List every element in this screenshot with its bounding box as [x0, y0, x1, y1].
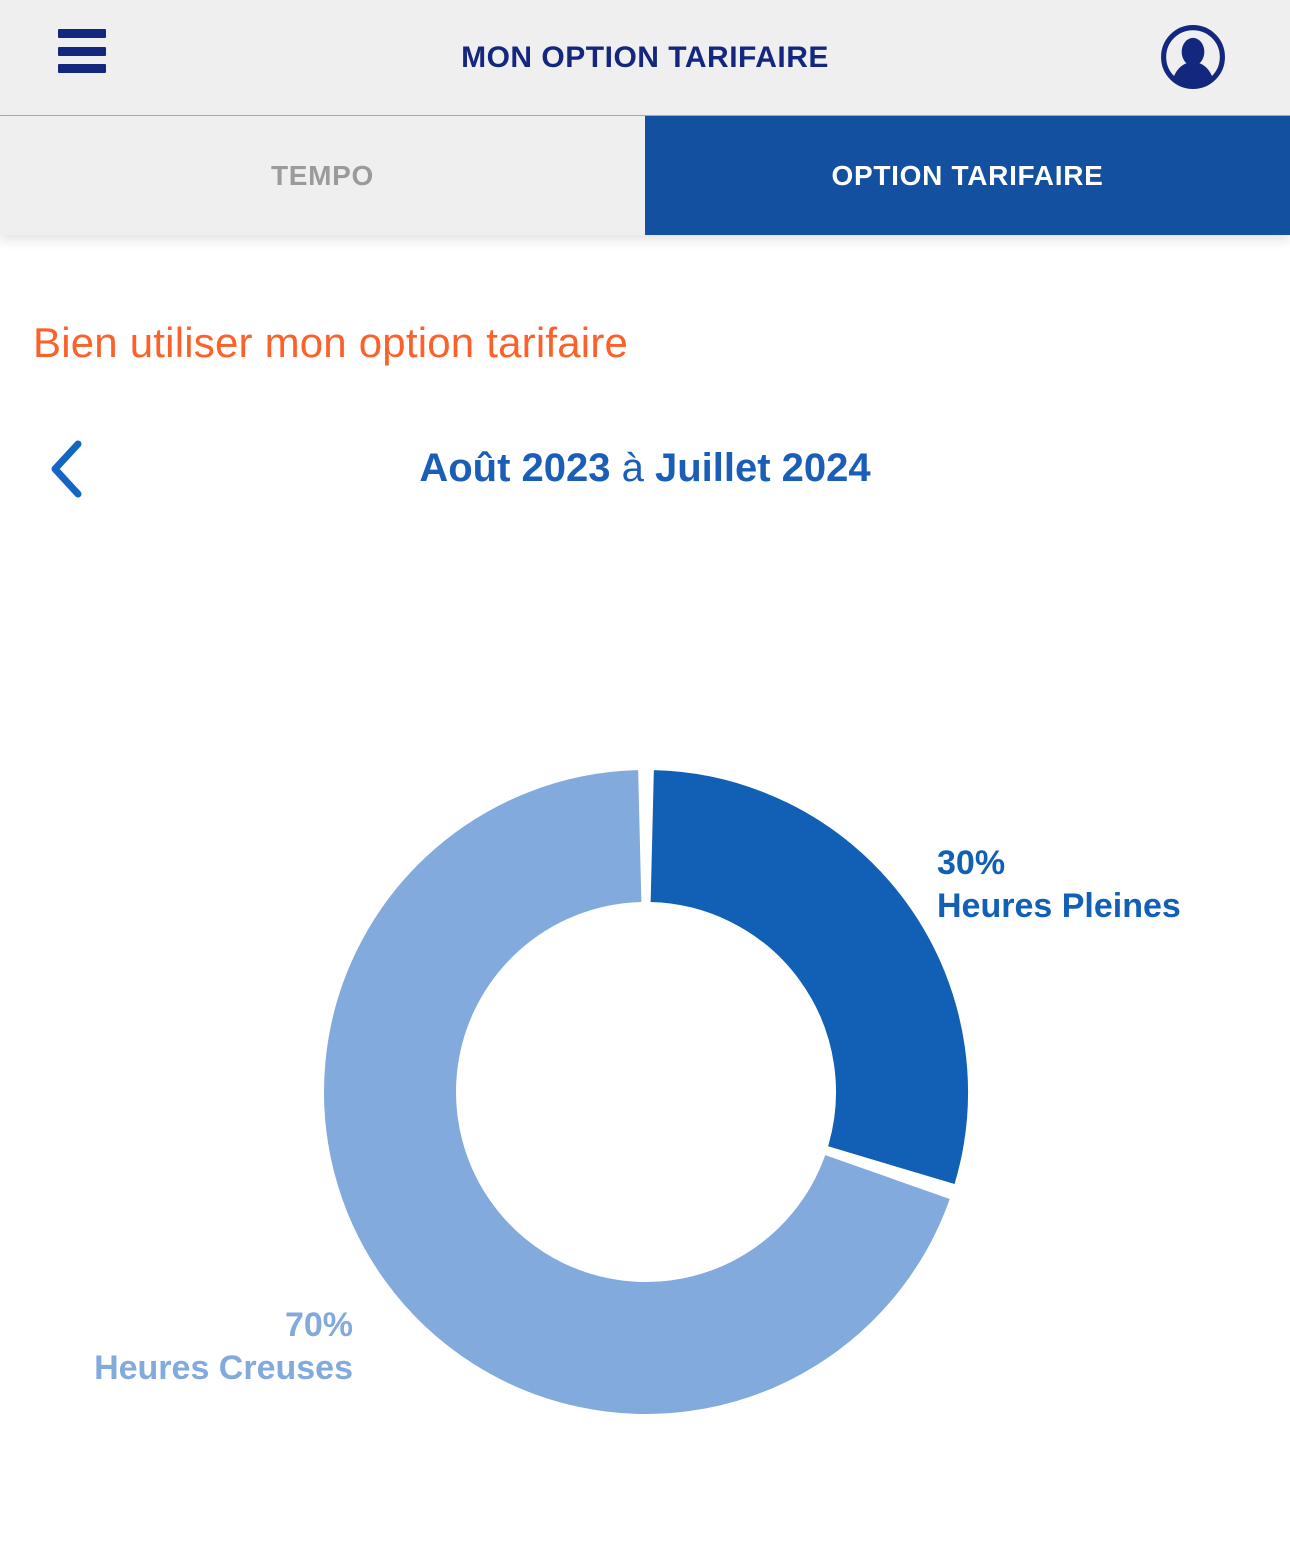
- tab-tempo[interactable]: TEMPO: [0, 116, 645, 235]
- app-header: MON OPTION TARIFAIRE: [0, 0, 1290, 115]
- donut-chart: 30% Heures Pleines 70% Heures Creuses: [0, 730, 1290, 1549]
- slice-label-heures-creuses: 70% Heures Creuses: [94, 1304, 353, 1390]
- period-selector: Août 2023 à Juillet 2024: [0, 437, 1290, 503]
- slice-label-heures-pleines: 30% Heures Pleines: [937, 842, 1181, 928]
- slice-percent: 70%: [284, 1306, 353, 1344]
- donut-chart-svg: [324, 770, 968, 1414]
- slice-percent: 30%: [937, 844, 1006, 882]
- slice-name: Heures Pleines: [937, 887, 1181, 925]
- slice-name: Heures Creuses: [94, 1349, 353, 1387]
- hamburger-icon: [58, 29, 106, 38]
- hamburger-menu-button[interactable]: [58, 29, 106, 73]
- hamburger-icon: [58, 46, 106, 56]
- section-heading: Bien utiliser mon option tarifaire: [33, 319, 629, 366]
- user-avatar-icon: [1160, 25, 1226, 93]
- period-end: Juillet 2024: [654, 446, 871, 490]
- chevron-left-icon: [47, 440, 85, 502]
- previous-period-button[interactable]: [44, 439, 88, 501]
- period-label: Août 2023 à Juillet 2024: [0, 437, 1290, 499]
- period-connector: à: [621, 446, 644, 490]
- page-title: MON OPTION TARIFAIRE: [461, 40, 829, 74]
- user-avatar-button[interactable]: [1160, 24, 1226, 90]
- period-start: Août 2023: [419, 446, 611, 490]
- tab-option-tarifaire[interactable]: OPTION TARIFAIRE: [645, 116, 1290, 235]
- main-content: Bien utiliser mon option tarifaire Août …: [0, 235, 1290, 1549]
- tab-bar: TEMPO OPTION TARIFAIRE: [0, 115, 1290, 235]
- hamburger-icon: [58, 64, 106, 73]
